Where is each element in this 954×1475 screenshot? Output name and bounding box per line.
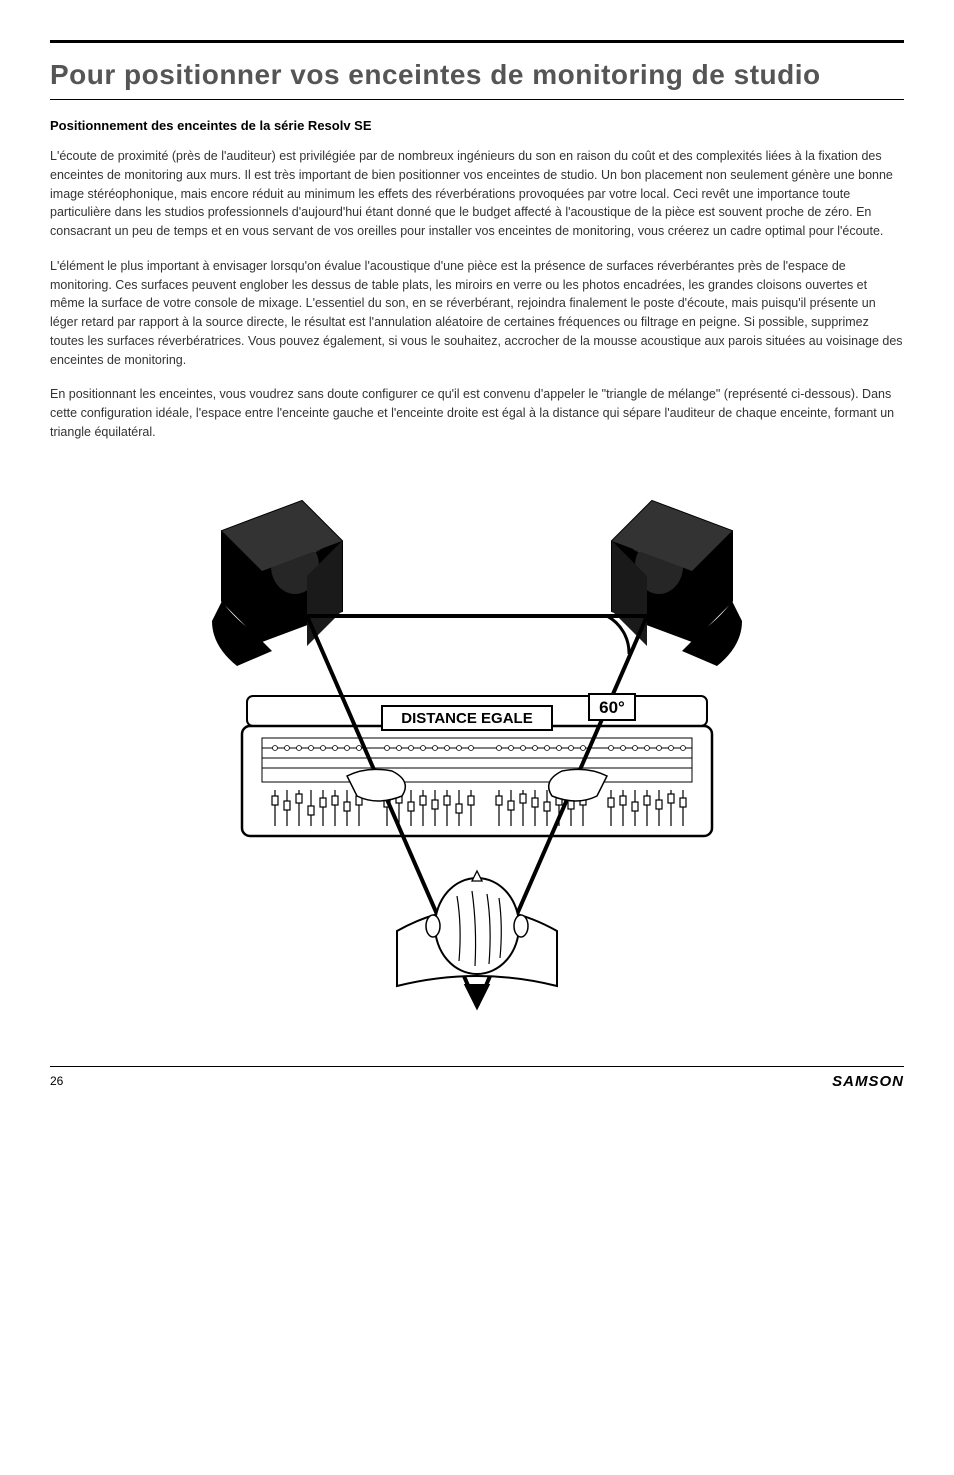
distance-label-text: DISTANCE EGALE [401,710,532,727]
angle-label-text: 60° [599,698,625,717]
mid-rule [50,99,904,100]
top-rule [50,40,904,43]
right-speaker-icon [612,501,742,666]
page-title: Pour positionner vos enceintes de monito… [50,59,904,91]
angle-label-box: 60° [589,694,635,720]
diagram-svg: DISTANCE EGALE 60° [167,466,787,1026]
page-number: 26 [50,1074,63,1088]
left-speaker-icon [212,501,342,666]
paragraph-2: L'élément le plus important à envisager … [50,257,904,370]
paragraph-1: L'écoute de proximité (près de l'auditeu… [50,147,904,241]
paragraph-3: En positionnant les enceintes, vous voud… [50,385,904,441]
distance-label-box: DISTANCE EGALE [382,706,552,730]
brand-logo: SAMSON [832,1073,904,1090]
section-heading: Positionnement des enceintes de la série… [50,118,904,133]
footer: 26 SAMSON [50,1066,904,1090]
mixing-triangle-diagram: DISTANCE EGALE 60° [50,466,904,1026]
